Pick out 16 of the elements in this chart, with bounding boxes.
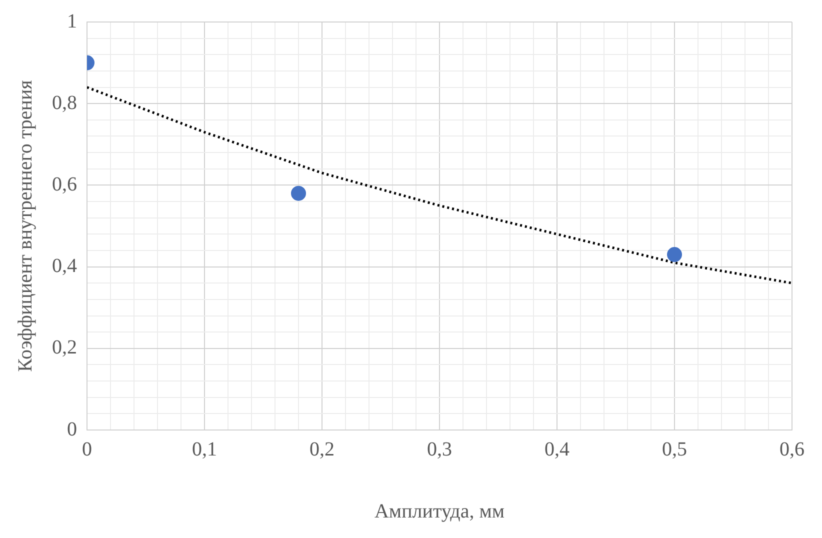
y-tick-label: 1: [67, 10, 77, 32]
x-tick-label: 0,6: [780, 438, 804, 460]
x-axis-title: Амплитуда, мм: [374, 500, 505, 522]
x-tick-label: 0,4: [544, 438, 570, 460]
y-tick-label: 0,6: [52, 173, 77, 196]
y-axis-title: Коэффициент внутреннего трения: [14, 80, 36, 372]
y-tick-label: 0,8: [52, 92, 77, 114]
y-tick-label: 0,2: [52, 336, 77, 359]
y-tick-label: 0: [67, 418, 77, 440]
x-tick-label: 0,2: [310, 438, 334, 460]
x-tick-label: 0,1: [192, 438, 217, 460]
y-tick-label: 0,4: [52, 255, 77, 278]
x-tick-label: 0,3: [427, 438, 452, 460]
x-tick-label: 0,5: [662, 438, 687, 460]
x-tick-label: 0: [82, 438, 92, 460]
line-series: [87, 86, 792, 284]
